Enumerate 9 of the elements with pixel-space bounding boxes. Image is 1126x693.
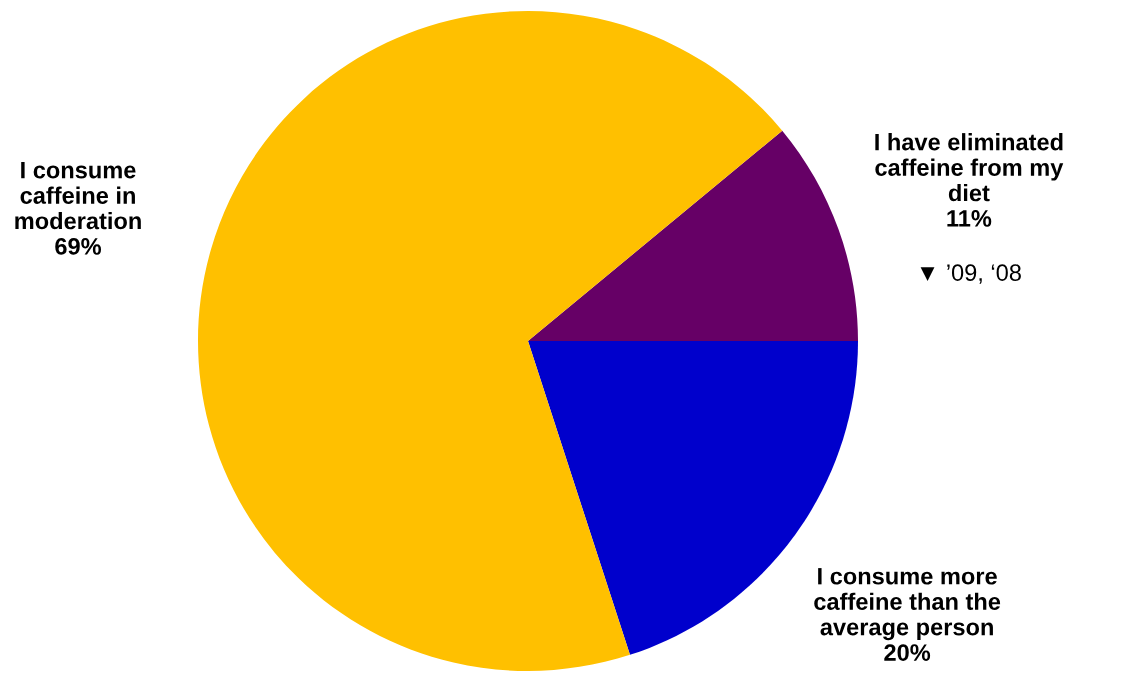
pie-slice (528, 130, 858, 341)
slice-label: I consume caffeine in moderation (15, 161, 141, 230)
text: ▼ ’09, ‘08 (920, 264, 1021, 284)
slice-label: I consume more caffeine than the average person (814, 568, 1001, 641)
data-label: 20% (884, 644, 931, 661)
pie-slice (198, 11, 783, 671)
data-label: 11% (947, 210, 992, 227)
slice-label: I have eliminated caffeine from my diet (875, 133, 1064, 202)
data-label: 69% (55, 238, 102, 255)
